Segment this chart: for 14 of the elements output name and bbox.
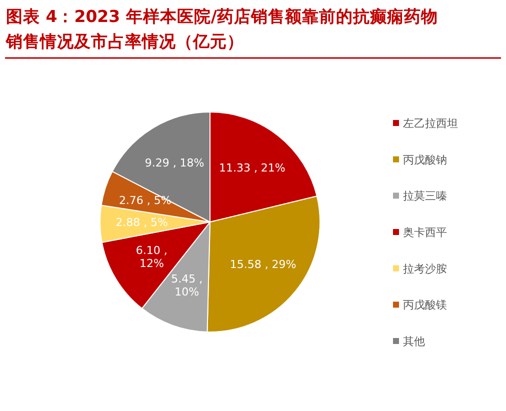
legend-label: 丙戊酸钠 <box>403 153 447 166</box>
legend-label: 奥卡西平 <box>403 226 447 240</box>
legend-label: 拉莫三嗪 <box>403 190 447 203</box>
data-label: 6.10 , 12% <box>136 244 168 270</box>
data-label: 2.88 , 5% <box>116 216 168 230</box>
legend-label: 左乙拉西坦 <box>403 117 458 130</box>
chart-title: 图表 4：2023 年样本医院/药店销售额靠前的抗癫痫药物销售情况及市占率情况（亿元） <box>5 7 438 51</box>
data-label: 11.33 , 21% <box>218 161 286 174</box>
data-label: 5.45 , 10% <box>171 272 203 299</box>
data-label: 9.29 , 18% <box>144 156 204 170</box>
legend-label: 拉考沙胺 <box>403 262 447 276</box>
legend-label: 其他 <box>403 335 425 348</box>
legend-label: 丙戊酸镁 <box>403 298 447 312</box>
data-label: 15.58 , 29% <box>230 258 296 271</box>
